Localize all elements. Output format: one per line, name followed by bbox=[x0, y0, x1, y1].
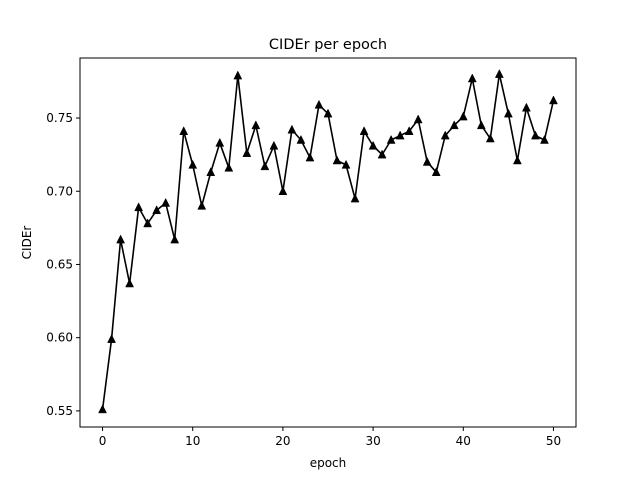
data-point bbox=[305, 152, 315, 162]
data-point bbox=[540, 134, 549, 144]
data-point bbox=[215, 137, 225, 147]
data-point bbox=[476, 120, 486, 130]
data-point bbox=[521, 102, 531, 112]
data-point bbox=[422, 156, 432, 166]
data-point bbox=[143, 218, 153, 228]
data-point bbox=[233, 70, 243, 80]
data-point bbox=[512, 155, 522, 165]
y-tick-label: 0.70 bbox=[46, 184, 73, 198]
data-point bbox=[179, 126, 189, 135]
x-axis: 0 10 20 30 40 50 bbox=[99, 427, 561, 448]
data-point bbox=[224, 162, 234, 172]
x-tick-label: 50 bbox=[546, 434, 561, 448]
data-point bbox=[359, 126, 369, 135]
data-point bbox=[494, 69, 504, 78]
data-point bbox=[116, 234, 125, 244]
y-tick-label: 0.75 bbox=[46, 111, 73, 125]
data-point bbox=[341, 159, 351, 169]
data-point bbox=[350, 193, 360, 203]
x-axis-label: epoch bbox=[310, 456, 347, 470]
x-tick-label: 10 bbox=[185, 434, 200, 448]
data-point bbox=[197, 200, 207, 210]
data-point bbox=[449, 120, 459, 130]
y-tick-label: 0.60 bbox=[46, 331, 73, 345]
data-point bbox=[503, 108, 513, 118]
data-point bbox=[458, 111, 468, 121]
data-point bbox=[260, 161, 270, 171]
data-point bbox=[251, 120, 261, 130]
data-point bbox=[440, 130, 450, 140]
data-point bbox=[413, 114, 423, 124]
data-point bbox=[188, 159, 198, 169]
y-axis-label: CIDEr bbox=[20, 226, 34, 260]
chart-title: CIDEr per epoch bbox=[269, 37, 387, 53]
data-point bbox=[467, 73, 477, 83]
data-point bbox=[107, 334, 116, 343]
data-point bbox=[134, 202, 144, 212]
x-tick-label: 30 bbox=[365, 434, 380, 448]
data-point bbox=[377, 149, 387, 159]
y-tick-label: 0.55 bbox=[46, 404, 73, 418]
series-line bbox=[101, 73, 555, 410]
data-point bbox=[296, 134, 306, 144]
plot-area bbox=[98, 69, 558, 414]
data-point bbox=[395, 130, 405, 140]
data-point bbox=[549, 95, 558, 105]
data-point bbox=[386, 134, 396, 144]
data-point bbox=[323, 108, 333, 118]
data-point bbox=[314, 99, 324, 109]
x-tick-label: 40 bbox=[456, 434, 471, 448]
x-tick-label: 0 bbox=[99, 434, 107, 448]
data-point bbox=[206, 167, 216, 176]
data-point bbox=[332, 155, 342, 165]
data-point bbox=[278, 186, 288, 195]
data-point bbox=[242, 148, 252, 157]
data-point bbox=[287, 124, 297, 134]
data-point bbox=[98, 404, 107, 414]
data-point bbox=[368, 140, 378, 150]
data-point bbox=[125, 278, 135, 288]
data-point bbox=[404, 126, 414, 135]
data-point bbox=[531, 130, 540, 140]
y-tick-label: 0.65 bbox=[46, 257, 73, 271]
plot-frame bbox=[79, 57, 577, 428]
data-point bbox=[485, 133, 495, 143]
data-point bbox=[269, 140, 279, 150]
data-point bbox=[161, 197, 171, 207]
x-tick-label: 20 bbox=[275, 434, 290, 448]
data-point bbox=[170, 234, 180, 244]
data-point bbox=[431, 167, 441, 176]
y-axis: 0.55 0.60 0.65 0.70 0.75 bbox=[46, 111, 80, 418]
data-point bbox=[152, 205, 162, 215]
